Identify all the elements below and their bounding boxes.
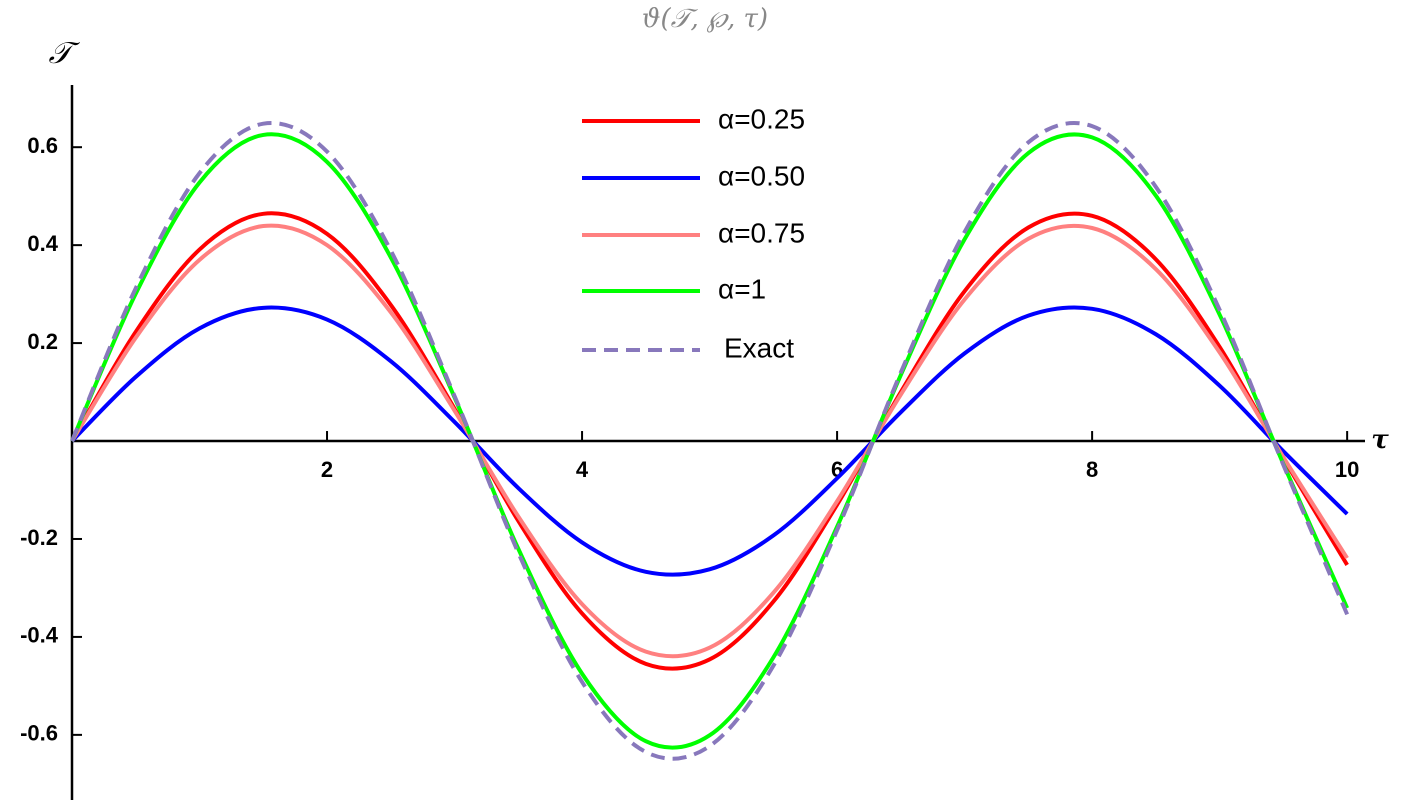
series-line [70, 211, 1349, 671]
y-axis-label: 𝒯 [49, 36, 81, 71]
x-tick-label: 10 [1335, 457, 1359, 482]
legend-label: Exact [724, 332, 794, 363]
series-line [70, 223, 1349, 659]
legend-label: α=0.75 [718, 217, 805, 248]
legend-label: α=1 [718, 273, 766, 304]
chart-title: ϑ(𝒯, ℘, τ) [642, 4, 768, 34]
y-tick-label: 0.6 [27, 133, 58, 158]
x-tick-label: 4 [576, 457, 589, 482]
x-tick-label: 8 [1086, 457, 1098, 482]
y-tick-label: -0.4 [20, 623, 59, 648]
y-tick-label: -0.2 [20, 525, 58, 550]
series-line [70, 132, 1349, 750]
y-tick-label: 0.2 [27, 329, 58, 354]
y-tick-label: -0.6 [20, 721, 58, 746]
legend-label: α=0.25 [718, 103, 805, 134]
x-tick-label: 2 [321, 457, 333, 482]
x-axis-label: τ [1371, 425, 1389, 455]
series-line [70, 305, 1349, 577]
legend-label: α=0.50 [718, 160, 805, 191]
series-line [70, 121, 1349, 761]
y-tick-label: 0.4 [27, 231, 58, 256]
